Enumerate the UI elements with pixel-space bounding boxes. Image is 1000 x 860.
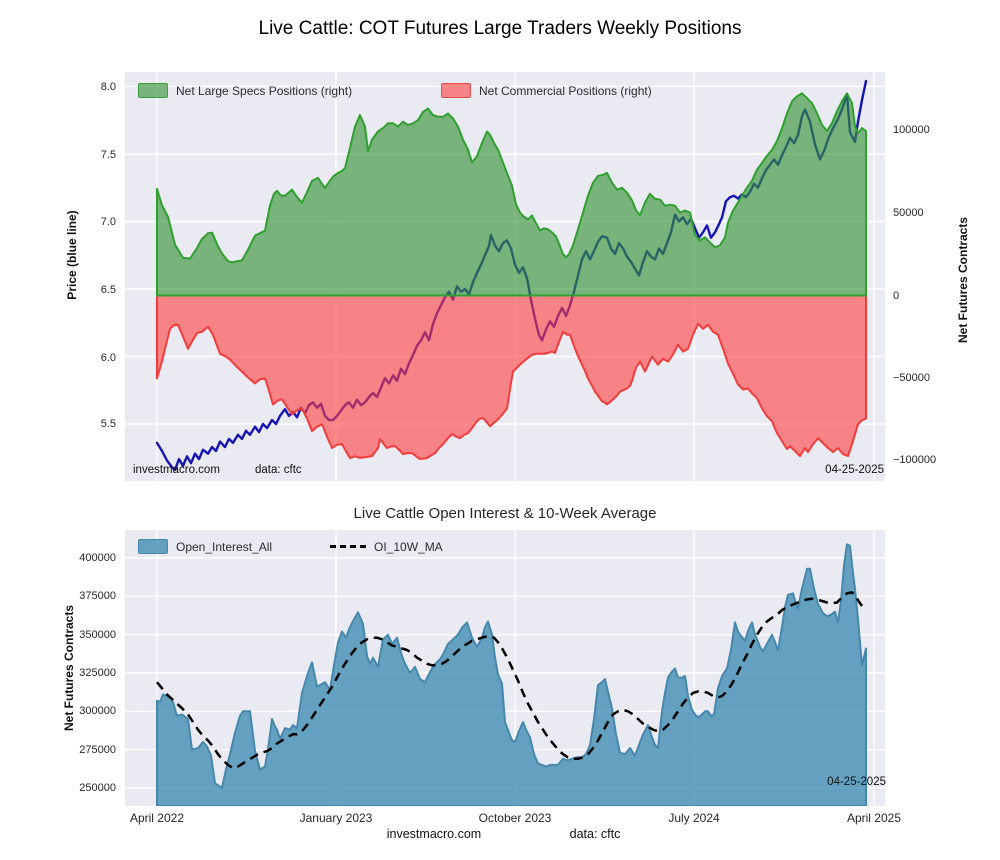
top-left-y-tick-label: 8.0 (100, 81, 116, 93)
top-left-y-tick-label: 6.5 (100, 284, 116, 296)
legend-label-net-large-specs: Net Large Specs Positions (right) (176, 83, 353, 98)
open-interest-area (156, 543, 867, 806)
bottom-annotation-date: 04-25-2025 (827, 776, 886, 788)
bottom-left-y-tick-label: 300000 (79, 705, 116, 717)
legend-net-large-specs: Net Large Specs Positions (right) (138, 83, 352, 98)
legend-oi-ma: OI_10W_MA (330, 539, 443, 554)
x-tick-label: April 2022 (129, 811, 185, 825)
bottom-left-y-tick-label: 375000 (79, 590, 116, 602)
top-right-y-tick-label: 50000 (893, 207, 924, 219)
legend-label-open-interest: Open_Interest_All (176, 539, 273, 554)
bottom-chart-canvas (125, 530, 885, 806)
net-commercial-area (156, 294, 867, 460)
top-right-y-tick-label: −50000 (893, 372, 931, 384)
legend-label-oi-ma: OI_10W_MA (374, 539, 443, 554)
bottom-left-y-tick-label: 275000 (79, 744, 116, 756)
top-left-y-tick-label: 5.5 (100, 418, 116, 430)
net-specs-area (156, 92, 867, 297)
top-left-y-tick-label: 7.0 (100, 216, 116, 228)
x-tick-label: July 2024 (668, 811, 720, 825)
top-annotation-source: data: cftc (255, 464, 302, 476)
bottom-left-y-tick-label: 250000 (79, 782, 116, 794)
footer-site: investmacro.com (386, 827, 482, 841)
figure-title: Live Cattle: COT Futures Large Traders W… (258, 18, 742, 39)
x-tick-label: April 2025 (846, 811, 902, 825)
blue-area-swatch-icon (138, 539, 168, 554)
top-chart-canvas (125, 72, 885, 481)
oi-ma-line (156, 591, 865, 770)
top-annotation-site: investmacro.com (133, 464, 220, 476)
top-left-y-tick-label: 7.5 (100, 149, 116, 161)
top-right-y-tick-label: 100000 (893, 124, 930, 136)
top-annotation-date: 04-25-2025 (825, 464, 884, 476)
red-area-swatch-icon (441, 83, 471, 98)
top-right-y-tick-label: −100000 (893, 454, 937, 466)
dashed-line-swatch-icon (330, 545, 366, 548)
green-area-swatch-icon (138, 83, 168, 98)
x-tick-label: October 2023 (478, 811, 552, 825)
legend-open-interest: Open_Interest_All (138, 539, 272, 554)
footer-source: data: cftc (569, 827, 621, 841)
bottom-left-y-tick-label: 350000 (79, 629, 116, 641)
bottom-left-y-tick-label: 325000 (79, 667, 116, 679)
bottom-chart-title: Live Cattle Open Interest & 10-Week Aver… (353, 505, 657, 522)
top-right-y-tick-label: 0 (893, 290, 900, 302)
legend-label-net-commercial: Net Commercial Positions (right) (479, 83, 652, 98)
top-left-y-tick-label: 6.0 (100, 352, 116, 364)
legend-net-commercial: Net Commercial Positions (right) (441, 83, 652, 98)
x-tick-label: January 2023 (299, 811, 373, 825)
bottom-left-y-tick-label: 400000 (79, 552, 116, 564)
